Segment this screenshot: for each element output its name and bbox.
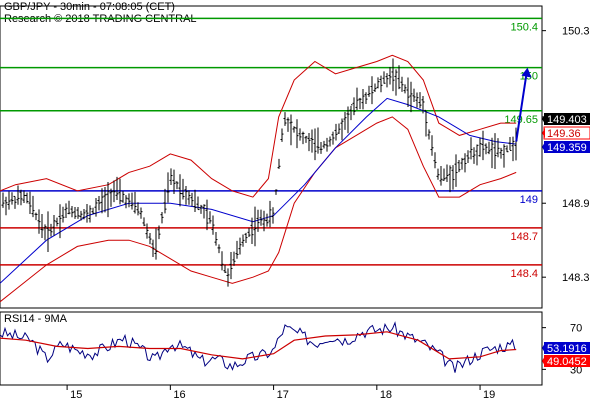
x-tick-label: 15 bbox=[70, 389, 82, 400]
x-tick-label: 16 bbox=[173, 389, 185, 400]
level-label: 148.7 bbox=[510, 231, 538, 243]
rsi14-line bbox=[0, 321, 516, 373]
moving-average-line bbox=[0, 97, 517, 284]
chart-title: GBP/JPY - 30min - 07:08:05 (CET) bbox=[4, 1, 175, 13]
level-label: 150.4 bbox=[510, 21, 538, 33]
rsi-title: RSI14 - 9MA bbox=[4, 313, 68, 325]
price-tag-box bbox=[544, 141, 590, 153]
price-tag-pointer bbox=[542, 128, 545, 138]
projection-arrow bbox=[515, 73, 528, 142]
rsi-tag: 53.1916 bbox=[547, 343, 587, 355]
rsi-tag: 49.0452 bbox=[547, 356, 587, 368]
lower-bollinger-band bbox=[0, 116, 517, 303]
upper-bollinger-band bbox=[0, 54, 517, 198]
price-tag: 149.403 bbox=[547, 114, 587, 126]
rsi-y-tick-label: 30 bbox=[570, 364, 582, 376]
y-tick-label: 148.3 bbox=[562, 272, 590, 284]
price-tag-pointer bbox=[542, 142, 545, 152]
rsi-tag-box bbox=[544, 355, 590, 367]
price-tag: 149.359 bbox=[547, 142, 587, 154]
rsi-tag-pointer bbox=[542, 343, 545, 353]
x-tick-label: 19 bbox=[483, 389, 495, 400]
level-label: 149.65 bbox=[504, 114, 538, 126]
price-tag-box bbox=[544, 113, 590, 125]
rsi-tag-pointer bbox=[542, 356, 545, 366]
main-panel-frame bbox=[0, 5, 543, 309]
rsi-panel-frame bbox=[0, 311, 543, 386]
y-tick-label: 150.3 bbox=[562, 26, 590, 38]
x-tick-label: 18 bbox=[380, 389, 392, 400]
level-label: 149 bbox=[520, 194, 538, 206]
price-tag: 149.36 bbox=[547, 128, 581, 140]
rsi-tag-box bbox=[544, 342, 590, 354]
price-tag-pointer bbox=[542, 114, 545, 124]
projection-arrow-head bbox=[521, 67, 532, 78]
level-label: 148.4 bbox=[510, 268, 538, 280]
x-tick-label: 17 bbox=[277, 389, 289, 400]
rsi-y-tick-label: 70 bbox=[570, 323, 582, 335]
y-tick-label: 148.9 bbox=[562, 198, 590, 210]
rsi-ma-line bbox=[0, 331, 517, 360]
